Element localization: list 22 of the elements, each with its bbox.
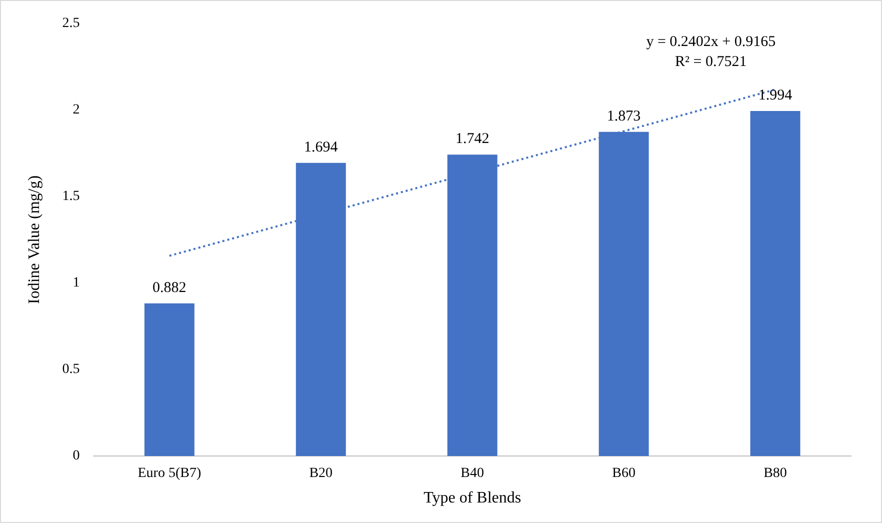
data-label: 0.882 xyxy=(152,280,186,296)
x-axis-title: Type of Blends xyxy=(424,490,522,507)
bar xyxy=(750,110,800,456)
bar xyxy=(144,303,194,456)
y-tick-label: 1 xyxy=(72,276,80,291)
y-tick-label: 0.5 xyxy=(62,362,80,378)
data-label: 1.694 xyxy=(304,139,338,156)
data-label: 1.873 xyxy=(606,108,641,124)
x-tick-label: B80 xyxy=(764,466,787,482)
y-axis-title: Iodine Value (mg/g) xyxy=(26,175,43,304)
x-tick-label: B60 xyxy=(612,466,636,482)
annotation: R² = 0.7521 xyxy=(675,54,747,70)
x-tick-label: Euro 5(B7) xyxy=(138,466,202,482)
x-tick-label: B20 xyxy=(309,466,333,482)
data-label: 1.994 xyxy=(758,87,793,104)
x-tick-label: B40 xyxy=(460,466,484,482)
y-tick-label: 0 xyxy=(72,448,80,464)
y-tick-label: 2.5 xyxy=(62,16,80,32)
y-tick-label: 1.5 xyxy=(62,189,80,204)
annotation: y = 0.2402x + 0.9165 xyxy=(646,34,776,50)
data-label: 1.742 xyxy=(455,131,490,147)
y-tick-label: 2 xyxy=(72,102,80,118)
